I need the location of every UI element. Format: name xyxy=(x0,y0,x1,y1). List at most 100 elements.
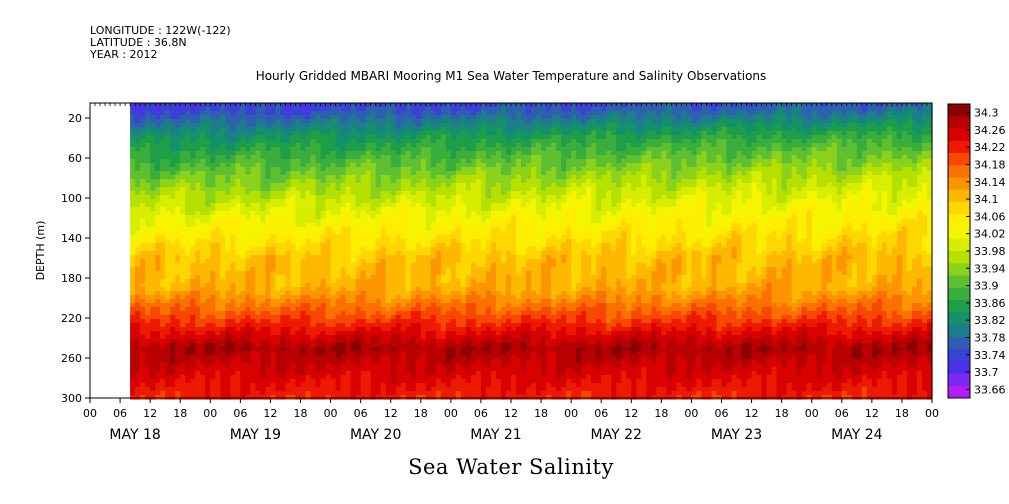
heatmap-cell xyxy=(380,307,387,312)
heatmap-cell xyxy=(225,163,231,168)
heatmap-cell xyxy=(205,291,211,296)
heatmap-cell xyxy=(450,379,457,384)
heatmap-cell xyxy=(150,179,156,184)
heatmap-cell xyxy=(155,283,161,288)
heatmap-cell xyxy=(385,311,392,316)
heatmap-cell xyxy=(200,323,206,328)
heatmap-cell xyxy=(305,195,312,200)
heatmap-cell xyxy=(170,351,176,356)
heatmap-cell xyxy=(135,231,141,236)
heatmap-cell xyxy=(320,263,327,268)
heatmap-cell xyxy=(335,107,342,112)
heatmap-cell xyxy=(260,327,267,332)
heatmap-cell xyxy=(225,103,231,108)
heatmap-cell xyxy=(315,303,322,308)
heatmap-cell xyxy=(190,151,196,156)
heatmap-cell xyxy=(285,223,292,228)
heatmap-cell xyxy=(405,347,412,352)
heatmap-cell xyxy=(390,147,397,152)
heatmap-cell xyxy=(315,119,322,124)
heatmap-cell xyxy=(430,131,437,136)
heatmap-cell xyxy=(305,123,312,128)
heatmap-cell xyxy=(190,347,196,352)
heatmap-cell xyxy=(440,263,447,268)
heatmap-cell xyxy=(420,171,427,176)
heatmap-cell xyxy=(280,395,287,400)
heatmap-cell xyxy=(245,215,251,220)
heatmap-cell xyxy=(380,343,387,348)
heatmap-cell xyxy=(280,235,287,240)
heatmap-cell xyxy=(445,363,452,368)
heatmap-cell xyxy=(295,175,302,180)
heatmap-cell xyxy=(345,247,352,252)
heatmap-cell xyxy=(215,387,221,392)
heatmap-cell xyxy=(275,223,282,228)
heatmap-cell xyxy=(185,327,191,332)
heatmap-cell xyxy=(215,283,221,288)
heatmap-cell xyxy=(365,219,372,224)
heatmap-cell xyxy=(180,343,186,348)
heatmap-cell xyxy=(135,131,141,136)
heatmap-cell xyxy=(410,239,417,244)
heatmap-cell xyxy=(165,315,171,320)
heatmap-cell xyxy=(370,187,377,192)
heatmap-cell xyxy=(250,119,256,124)
heatmap-cell xyxy=(270,303,277,308)
heatmap-cell xyxy=(360,139,367,144)
heatmap-cell xyxy=(400,199,407,204)
heatmap-cell xyxy=(380,191,387,196)
heatmap-cell xyxy=(395,111,402,116)
heatmap-cell xyxy=(395,139,402,144)
heatmap-cell xyxy=(180,311,186,316)
heatmap-cell xyxy=(175,239,181,244)
heatmap-cell xyxy=(170,327,176,332)
heatmap-cell xyxy=(335,255,342,260)
heatmap-cell xyxy=(365,207,372,212)
heatmap-cell xyxy=(285,343,292,348)
heatmap-cell xyxy=(245,343,251,348)
heatmap-cell xyxy=(215,375,221,380)
heatmap-cell xyxy=(170,131,176,136)
heatmap-cell xyxy=(460,335,467,340)
heatmap-cell xyxy=(265,275,272,280)
heatmap-cell xyxy=(395,319,402,324)
heatmap-cell xyxy=(320,375,327,380)
heatmap-cell xyxy=(345,359,352,364)
heatmap-cell xyxy=(405,203,412,208)
heatmap-cell xyxy=(450,111,457,116)
heatmap-cell xyxy=(180,147,186,152)
heatmap-cell xyxy=(275,231,282,236)
heatmap-cell xyxy=(455,287,462,292)
heatmap-cell xyxy=(130,331,136,336)
heatmap-cell xyxy=(270,275,277,280)
heatmap-cell xyxy=(390,187,397,192)
heatmap-cell xyxy=(365,319,372,324)
heatmap-cell xyxy=(235,299,241,304)
heatmap-cell xyxy=(455,323,462,328)
heatmap-cell xyxy=(325,295,332,300)
heatmap-cell xyxy=(425,319,432,324)
heatmap-cell xyxy=(395,339,402,344)
heatmap-cell xyxy=(340,315,347,320)
heatmap-cell xyxy=(420,395,427,400)
heatmap-cell xyxy=(335,287,342,292)
heatmap-cell xyxy=(180,371,186,376)
heatmap-cell xyxy=(335,103,342,108)
heatmap-cell xyxy=(365,303,372,308)
heatmap-cell xyxy=(400,191,407,196)
heatmap-cell xyxy=(160,115,166,120)
heatmap-cell xyxy=(355,167,362,172)
heatmap-cell xyxy=(280,199,287,204)
heatmap-cell xyxy=(260,191,267,196)
heatmap-cell xyxy=(380,391,387,396)
heatmap-cell xyxy=(160,295,166,300)
heatmap-cell xyxy=(425,303,432,308)
heatmap-cell xyxy=(375,379,382,384)
heatmap-cell xyxy=(185,315,191,320)
heatmap-cell xyxy=(230,127,236,132)
heatmap-cell xyxy=(440,363,447,368)
heatmap-cell xyxy=(410,251,417,256)
heatmap-cell xyxy=(195,135,201,140)
heatmap-cell xyxy=(205,395,211,400)
heatmap-cell xyxy=(260,371,267,376)
